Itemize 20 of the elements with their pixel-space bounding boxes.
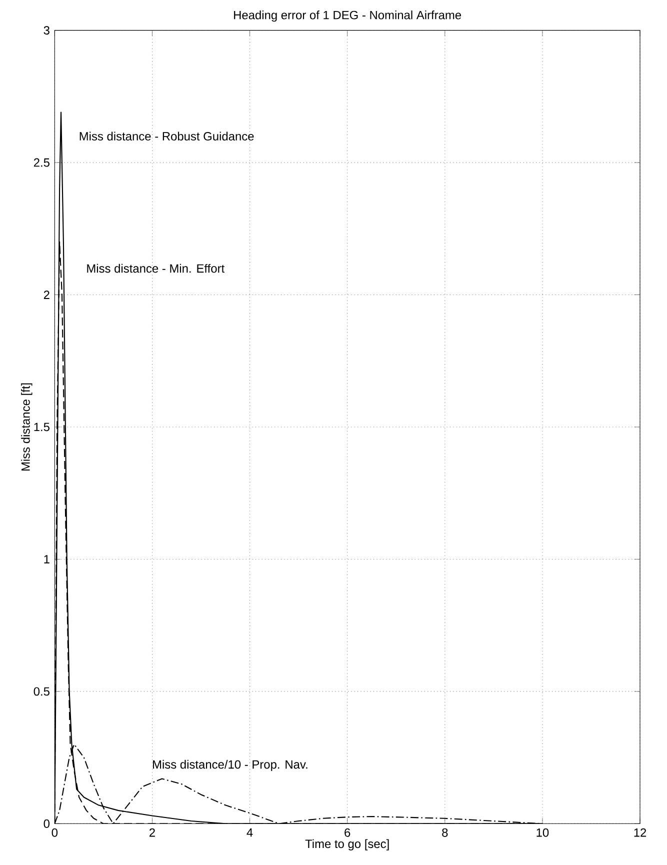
y-tick-label: 3 (44, 26, 50, 35)
x-tick-label: 2 (150, 828, 155, 837)
y-axis-title: Miss distance [ft] (21, 383, 32, 471)
x-tick-label: 0 (52, 828, 58, 837)
y-tick-label: 2 (44, 290, 50, 299)
series-label: Miss distance/10 - Prop. Nav. (153, 760, 308, 772)
series-label: Miss distance - Robust Guidance (80, 132, 254, 140)
chart-title: Heading error of 1 DEG - Nominal Airframe (234, 10, 462, 22)
y-tick-label: 0 (44, 819, 50, 828)
text: Miss distance - Min. Effort (87, 264, 224, 273)
x-axis-title: Time to go [sec] (305, 839, 389, 850)
x-tick-label: 10 (536, 828, 549, 837)
x-tick-label: 8 (442, 828, 448, 837)
y-tick-label: 1 (44, 555, 50, 564)
y-tick-label: 0.5 (34, 687, 50, 696)
x-tick-label: 12 (634, 828, 646, 837)
y-tick-label: 1.5 (34, 422, 50, 432)
x-tick-label: 6 (344, 828, 350, 837)
y-tick-label: 2.5 (34, 158, 50, 167)
x-tick-label: 4 (246, 828, 253, 837)
